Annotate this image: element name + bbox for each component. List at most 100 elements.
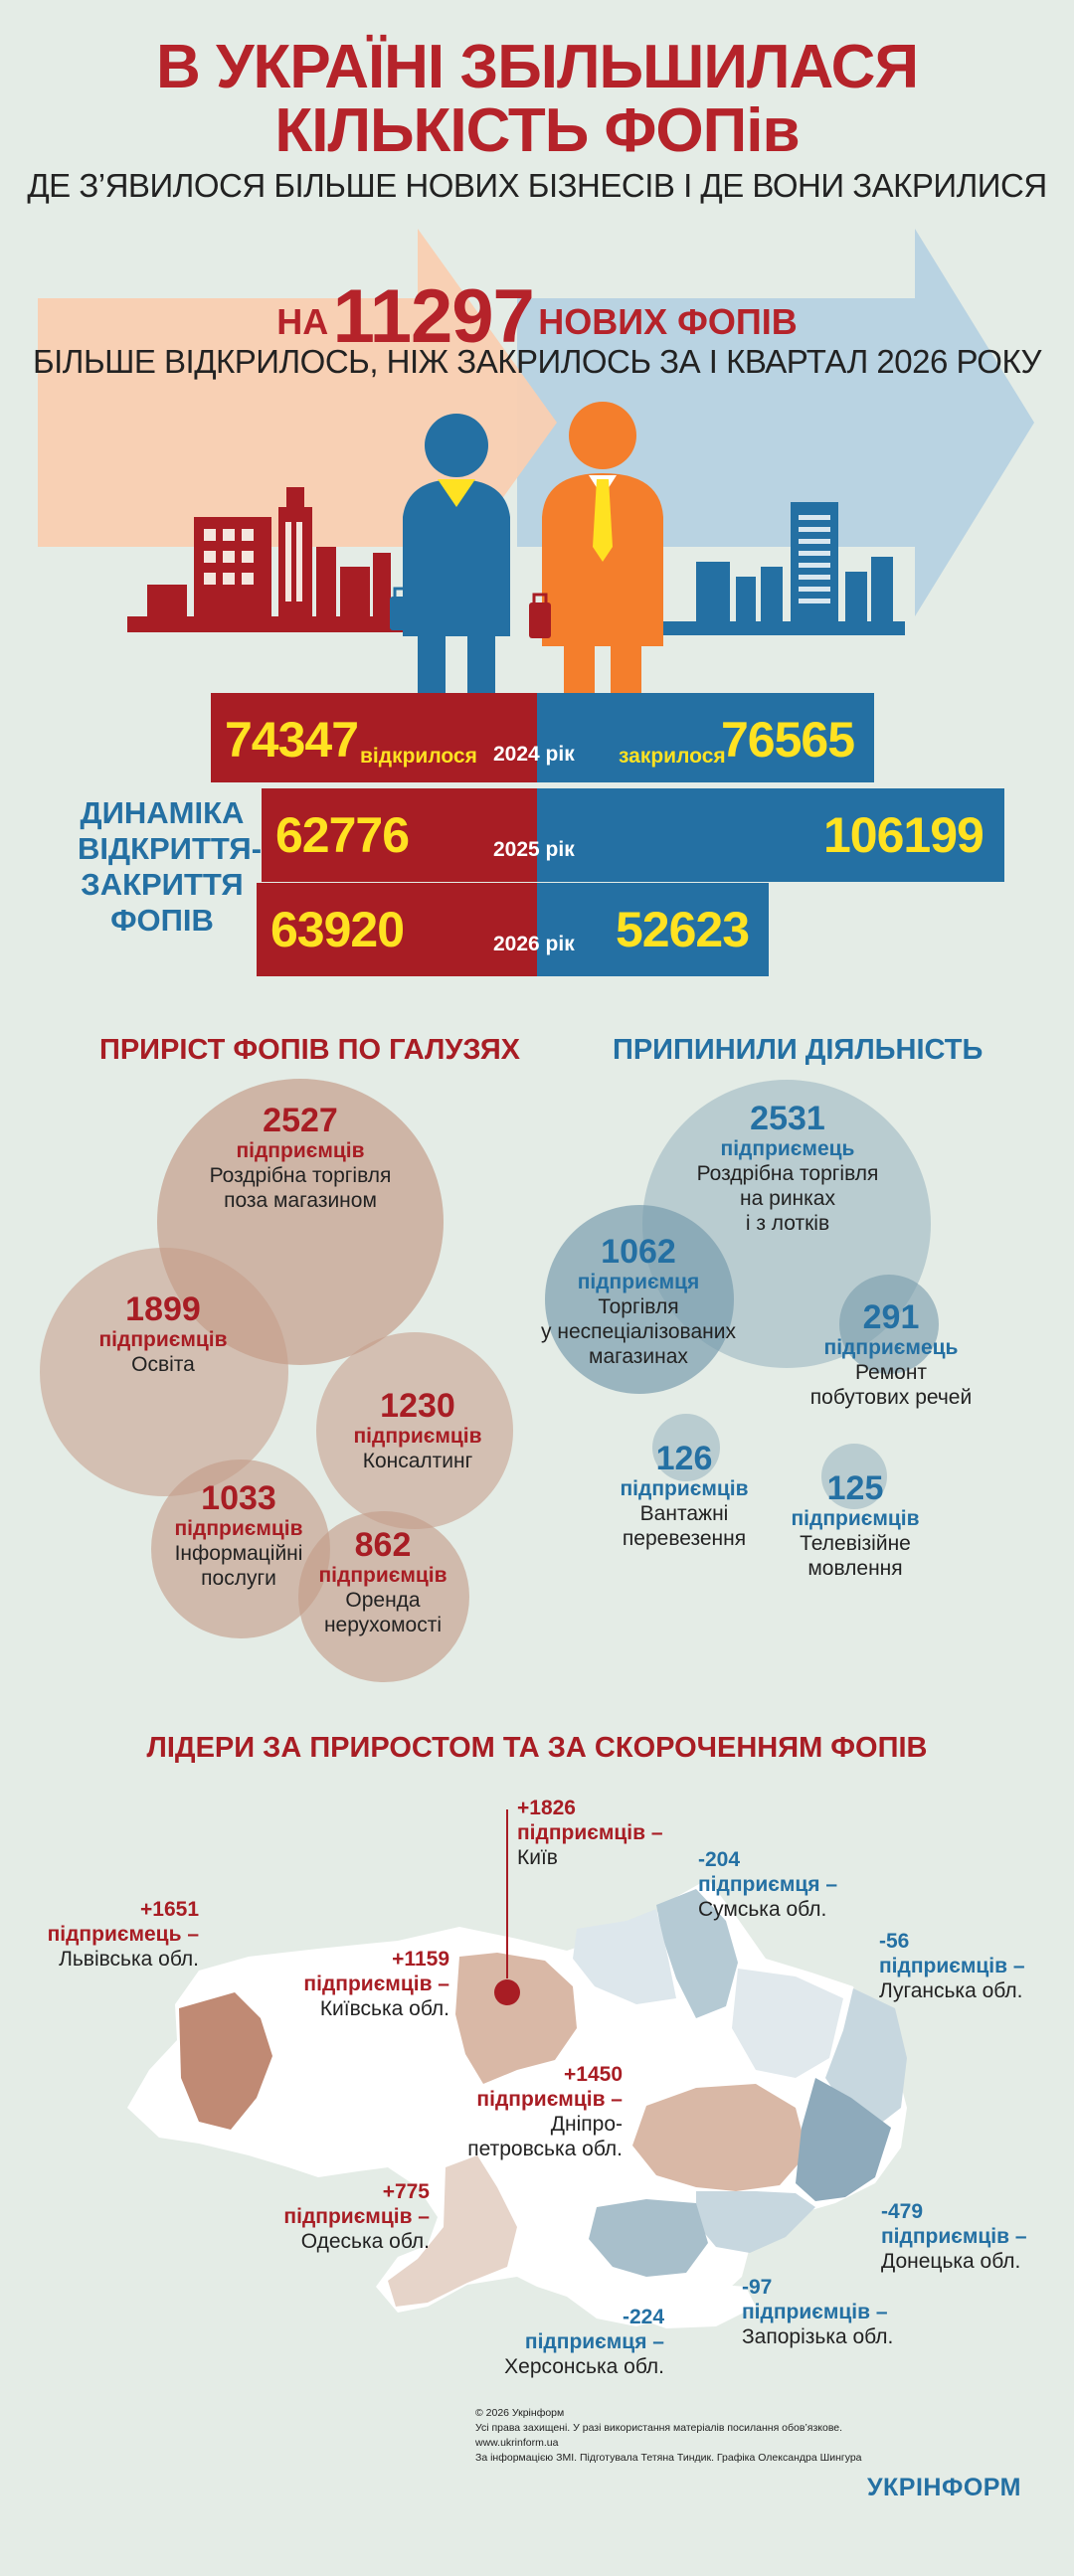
bubble-unit: підприємців: [353, 1425, 482, 1448]
bubble-desc: перевезення: [622, 1527, 747, 1550]
bubble-unit: підприємець: [720, 1137, 855, 1160]
map-label-zaporizhzhia: -97 підприємців – Запорізька обл.: [742, 2275, 893, 2349]
bubble-unit: підприємців: [174, 1517, 303, 1540]
bar-closed: [537, 693, 874, 782]
growth-section-title: ПРИРІСТ ФОПІВ ПО ГАЛУЗЯХ: [99, 1034, 521, 1066]
map-region-name: Запорізька обл.: [742, 2325, 894, 2348]
bar-opened-value: 63920: [270, 902, 405, 957]
map-region-name: Київ: [517, 1846, 558, 1869]
footer-line: За інформацією ЗМІ. Підготувала Тетяна Т…: [475, 2452, 862, 2464]
bubble-desc: Телевізійне: [800, 1532, 911, 1555]
bubble-label: 862 підприємців Оренда нерухомості: [318, 1526, 447, 1637]
bubble-label: 1033 підприємців Інформаційні послуги: [174, 1479, 302, 1591]
map-value: +1450: [564, 2063, 623, 2086]
bubble-unit: підприємців: [791, 1507, 920, 1530]
title-line-2: КІЛЬКІСТЬ ФОПів: [274, 96, 800, 165]
bubble-desc: на ринках: [740, 1187, 835, 1210]
map-region-name: Сумська обл.: [698, 1898, 827, 1921]
man-figure-icon: [529, 402, 663, 726]
map-unit: підприємців –: [476, 2088, 623, 2111]
bubble-unit: підприємців: [236, 1139, 365, 1162]
bubble-desc: Роздрібна торгівля: [696, 1162, 879, 1185]
bubble-unit: підприємців: [98, 1328, 228, 1351]
footer-line: Усі права захищені. У разі використання …: [475, 2422, 843, 2434]
red-city-icon: [127, 487, 426, 632]
map-unit: підприємців –: [283, 2205, 430, 2228]
map-region-name: Дніпро-: [550, 2113, 623, 2136]
bubble-repair: [839, 1275, 939, 1374]
bar-closed: [537, 788, 1004, 882]
region-kyiv-oblast: [455, 1953, 577, 2084]
map-value: -97: [742, 2276, 773, 2299]
dynamics-label-line: ВІДКРИТТЯ-: [78, 831, 263, 866]
map-region-name: петровська обл.: [467, 2138, 623, 2160]
ukrinform-logo: УКРІНФОРМ: [867, 2474, 1021, 2501]
bar-closed-value: 106199: [823, 807, 984, 863]
map-label-odesa: +775 підприємців – Одеська обл.: [283, 2179, 430, 2254]
bubble-desc: Освіта: [131, 1353, 195, 1376]
map-unit: підприємців –: [881, 2225, 1027, 2248]
region-crimea: [626, 2283, 756, 2328]
map-unit: підприємців –: [879, 1955, 1025, 1977]
bubble-label: 1899 підприємців Освіта: [98, 1290, 227, 1377]
bubble-value: 126: [655, 1440, 713, 1477]
map-region-name: Луганська обл.: [879, 1979, 1023, 2002]
bubble-desc: і з лотків: [745, 1212, 830, 1235]
map-region-name: Одеська обл.: [300, 2230, 430, 2253]
bar-year-label: 2026 рік: [493, 933, 575, 955]
footer-line: © 2026 Укрінформ: [475, 2407, 565, 2419]
bar-opened: [257, 883, 537, 976]
bubble-label: 125 підприємців Телевізійне мовлення: [791, 1469, 919, 1581]
map-unit: підприємців –: [303, 1973, 449, 1995]
hero-illustration: [38, 229, 1034, 726]
bar-closed-value: 52623: [616, 902, 750, 957]
map-label-donetsk: -479 підприємців – Донецька обл.: [881, 2199, 1027, 2274]
bubble-desc: послуги: [201, 1567, 276, 1590]
map-unit: підприємець –: [47, 1923, 199, 1946]
map-label-lviv: +1651 підприємець – Львівська обл.: [48, 1897, 199, 1972]
bar-year-label: 2024 рік: [493, 743, 575, 766]
bubble-label: 2531 підприємець Роздрібна торгівля на р…: [697, 1100, 879, 1236]
bubble-value: 1062: [601, 1233, 676, 1271]
bubble-nonspecialized: [545, 1205, 734, 1394]
bubble-desc: Вантажні: [639, 1502, 729, 1525]
bubble-unit: підприємця: [577, 1271, 700, 1293]
hero-prefix: НА: [276, 301, 329, 342]
bubble-tv: [821, 1444, 887, 1509]
region-lviv: [179, 1992, 272, 2130]
map-value: -204: [698, 1848, 741, 1871]
map-value: +1651: [140, 1898, 199, 1921]
hero-number: 11297: [332, 274, 535, 359]
map-value: -224: [622, 2306, 664, 2328]
map-label-sumy: -204 підприємця – Сумська обл.: [698, 1847, 837, 1922]
map-unit: підприємців –: [742, 2301, 888, 2323]
bubble-value: 862: [354, 1526, 412, 1564]
woman-figure-icon: [390, 414, 510, 721]
bubble-real-estate: [298, 1511, 469, 1682]
bar-closed-label: закрилося: [619, 745, 726, 768]
bubble-desc: поза магазином: [224, 1189, 377, 1212]
bubble-desc: мовлення: [807, 1557, 903, 1580]
bar-closed-value: 76565: [721, 712, 855, 768]
region-chernihiv: [573, 1909, 676, 2004]
bubble-value: 1230: [380, 1387, 455, 1425]
bubble-value: 1899: [125, 1290, 201, 1328]
bubble-value: 1033: [201, 1479, 276, 1517]
bar-opened: [262, 788, 537, 882]
bubble-unit: підприємець: [823, 1336, 959, 1359]
map-label-dnipropetrovsk: +1450 підприємців – Дніпро- петровська о…: [467, 2062, 623, 2161]
map-unit: підприємця –: [698, 1873, 838, 1896]
map-label-kherson: -224 підприємця – Херсонська обл.: [504, 2305, 664, 2379]
bubble-value: 2531: [750, 1100, 825, 1137]
dynamics-label-line: ДИНАМІКА: [80, 795, 245, 830]
bubble-label: 1230 підприємців Консалтинг: [353, 1387, 481, 1473]
bubble-label: 2527 підприємців Роздрібна торгівля поза…: [210, 1102, 392, 1213]
region-dnipropetrovsk: [632, 2084, 807, 2191]
bubble-desc: Консалтинг: [362, 1450, 473, 1472]
map-label-luhansk: -56 підприємців – Луганська обл.: [879, 1929, 1025, 2003]
bubble-desc: побутових речей: [809, 1386, 973, 1409]
bubble-label: 126 підприємців Вантажні перевезення: [620, 1440, 748, 1551]
bubble-freight: [652, 1414, 720, 1481]
region-kherson: [589, 2199, 708, 2277]
footer-credits: © 2026 Укрінформ Усі права захищені. У р…: [475, 2406, 862, 2466]
